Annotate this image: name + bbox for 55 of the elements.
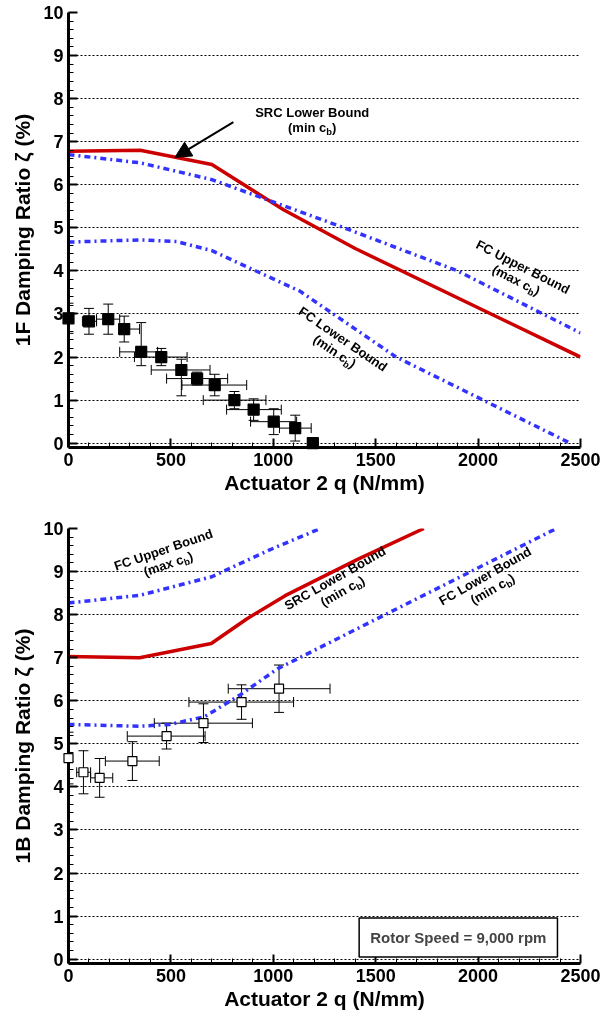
point xyxy=(289,422,302,435)
y-tick-label: 10 xyxy=(43,519,64,539)
annotation: Rotor Speed = 9,000 rpm xyxy=(370,928,547,946)
x-tick-label: 2500 xyxy=(560,965,601,986)
y-tick-label: 1 xyxy=(53,906,64,927)
y-tick-label: 8 xyxy=(53,89,64,110)
y-tick-label: 4 xyxy=(53,261,64,282)
point xyxy=(273,683,285,694)
y-tick-label: 0 xyxy=(53,433,64,454)
x-tick-label: 1000 xyxy=(253,965,294,986)
y-tick-label: 2 xyxy=(53,863,64,884)
y-tick-label: 10 xyxy=(43,3,64,23)
x-tick-label: 1500 xyxy=(355,965,396,986)
point xyxy=(102,313,115,326)
x-tick-label: 500 xyxy=(155,449,186,470)
point xyxy=(127,755,138,767)
y-axis-title: 1F Damping Ratio ζ (%) xyxy=(11,113,35,347)
point xyxy=(135,345,148,358)
y-tick-label: 3 xyxy=(53,304,64,325)
line-series xyxy=(68,528,426,660)
point xyxy=(62,312,75,325)
y-tick-label: 6 xyxy=(53,175,64,196)
y-tick-label: 0 xyxy=(53,949,64,970)
point xyxy=(198,718,209,729)
y-tick-label: 9 xyxy=(53,46,64,67)
point xyxy=(63,752,74,764)
y-tick-label: 3 xyxy=(53,820,64,841)
x-tick-label: 2500 xyxy=(560,449,601,470)
y-tick-label: 1 xyxy=(53,390,64,411)
y-tick-label: 8 xyxy=(53,605,64,626)
point xyxy=(208,378,221,392)
y-tick-label: 5 xyxy=(53,734,64,755)
point xyxy=(236,696,247,708)
point xyxy=(247,403,260,416)
annotation: FC Upper Bound (max cb) xyxy=(112,525,215,580)
x-tick-label: 2000 xyxy=(458,965,499,986)
y-tick-label: 6 xyxy=(53,691,64,712)
y-tick-label: 7 xyxy=(53,648,64,669)
y-tick-label: 5 xyxy=(53,218,64,239)
point xyxy=(161,730,172,742)
x-axis-title: Actuator 2 q (N/mm) xyxy=(224,470,425,494)
y-tick-label: 2 xyxy=(53,347,64,368)
y-axis-title: 1B Damping Ratio ζ (%) xyxy=(11,628,35,864)
x-tick-label: 500 xyxy=(155,965,186,986)
point xyxy=(175,363,188,377)
x-tick-label: 1000 xyxy=(253,449,294,470)
x-tick-label: 1500 xyxy=(355,449,396,470)
point xyxy=(94,772,105,783)
x-axis-title: Actuator 2 q (N/mm) xyxy=(224,986,425,1010)
y-tick-label: 9 xyxy=(53,562,64,583)
point xyxy=(267,415,280,428)
x-tick-label: 2000 xyxy=(458,449,499,470)
y-tick-label: 4 xyxy=(53,777,64,798)
point xyxy=(306,437,319,450)
y-tick-label: 7 xyxy=(53,132,64,153)
